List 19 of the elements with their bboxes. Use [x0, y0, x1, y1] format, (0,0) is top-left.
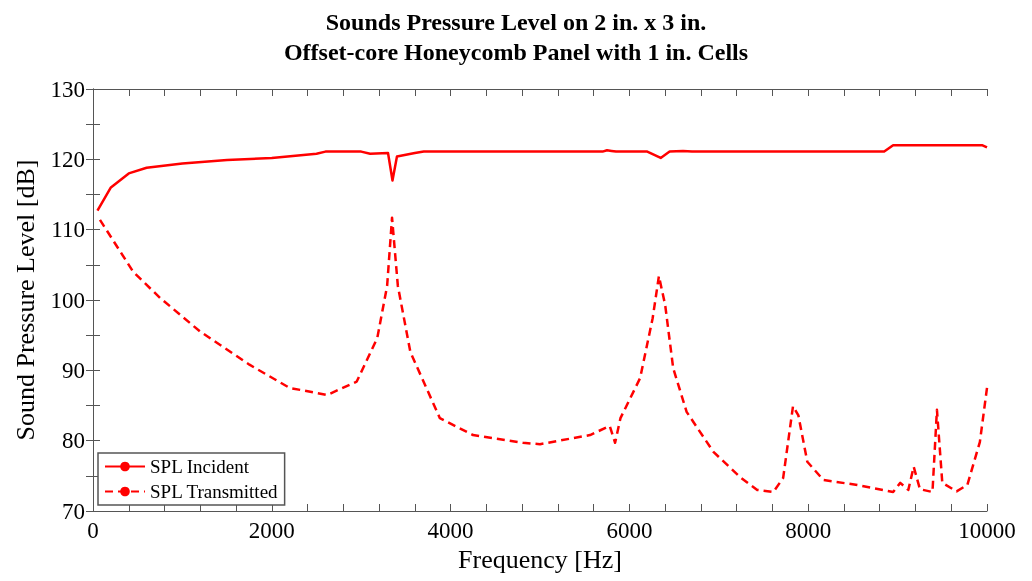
legend-label: SPL Incident	[150, 456, 250, 477]
chart-title: Sounds Pressure Level on 2 in. x 3 in. Offset-core Honeycomb Panel with 1 in. Cells	[283, 9, 749, 65]
y-tick-label: 130	[50, 76, 85, 102]
y-tick-label: 90	[62, 357, 85, 383]
x-axis-title: Frequency [Hz]	[458, 545, 622, 575]
legend-label: SPL Transmitted	[150, 481, 279, 502]
x-tick-label: 0	[87, 518, 99, 543]
x-tick-label: 8000	[785, 518, 832, 543]
x-tick-label: 2000	[248, 518, 295, 543]
y-tick-label: 120	[50, 146, 85, 172]
x-tick-label: 4000	[427, 518, 474, 543]
line-series	[96, 144, 989, 212]
y-tick-label: 70	[62, 498, 85, 524]
y-tick-label: 100	[50, 287, 85, 313]
y-axis-title: Sound Pressure Level [dB]	[10, 159, 40, 441]
y-tick-label: 80	[62, 428, 85, 454]
y-tick-label: 110	[51, 217, 85, 243]
x-tick-label: 10000	[958, 518, 1016, 543]
x-tick-label: 6000	[606, 518, 653, 543]
